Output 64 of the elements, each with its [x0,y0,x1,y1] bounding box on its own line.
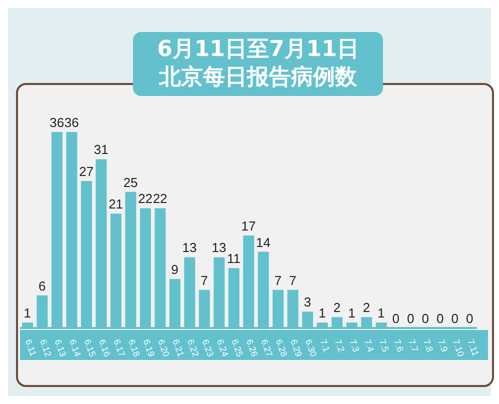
x-tick-label: 6.17 [112,338,128,358]
chart-subtitle: 北京每日报告病例数 [158,64,358,92]
data-label: 1 [378,306,385,321]
x-tick-label: 6.20 [156,338,172,358]
x-tick-label: 6.25 [230,338,246,358]
x-tick-label: 7.4 [362,338,376,354]
data-label: 22 [152,191,168,206]
x-tick-label: 6.29 [288,338,304,358]
data-label: 7 [200,272,208,288]
data-label: 9 [171,262,178,277]
data-label: 0 [392,311,400,326]
data-label: 2 [333,300,341,316]
x-tick-label: 6.15 [82,338,98,358]
chart-title: 6月11日至7月11日 [156,36,360,64]
x-tick-label: 7.8 [421,338,435,354]
data-label: 25 [123,174,138,190]
data-label: 0 [422,311,430,326]
x-tick-label: 6.18 [126,338,142,358]
data-label: 0 [436,311,444,326]
data-label: 36 [64,115,79,130]
data-label: 1 [348,306,356,321]
x-tick-label: 6.22 [185,338,201,358]
data-label: 0 [466,311,474,326]
x-tick-label: 6.24 [214,338,230,358]
data-label: 31 [94,142,108,158]
data-label: 0 [407,311,414,326]
x-tick-label: 6.13 [52,338,68,358]
data-label: 3 [304,294,312,310]
data-label: 14 [256,234,270,250]
data-label: 1 [24,306,31,321]
data-label: 11 [227,251,241,266]
data-label: 13 [212,240,226,256]
data-label: 7 [289,272,296,288]
x-tick-label: 6.21 [170,338,186,358]
data-label: 22 [138,191,153,206]
x-tick-label: 6.16 [96,338,112,358]
x-tick-label: 6.19 [141,338,157,358]
x-tick-label: 6.26 [244,338,260,358]
data-label: 2 [362,300,370,316]
data-label: 17 [241,218,256,234]
data-label: 0 [451,311,459,326]
x-tick-label: 6.27 [259,338,275,358]
x-tick-label: 7.7 [406,338,420,354]
x-tick-label: 6.11 [23,338,38,358]
x-tick-label: 7.1 [318,338,332,354]
data-label: 7 [274,272,282,288]
data-label: 6 [38,278,46,294]
x-tick-label: 7.6 [392,338,406,354]
x-tick-label: 7.3 [348,338,362,354]
x-tick-label: 6.14 [67,338,83,358]
x-tick-label: 6.30 [303,338,319,358]
x-tick-label: 7.9 [436,338,450,354]
data-label: 21 [108,196,124,212]
data-label: 36 [50,115,64,130]
data-label: 13 [182,240,197,256]
x-tick-label: 6.23 [200,338,216,358]
x-tick-label: 6.12 [38,338,54,358]
x-tick-label: 6.28 [274,338,290,358]
data-label: 27 [79,164,94,179]
x-tick-label: 7.5 [377,338,391,354]
x-tick-label: 7.11 [466,338,481,358]
x-tick-label: 7.10 [450,338,466,358]
data-label: 1 [318,306,326,321]
x-tick-label: 7.2 [332,338,347,354]
